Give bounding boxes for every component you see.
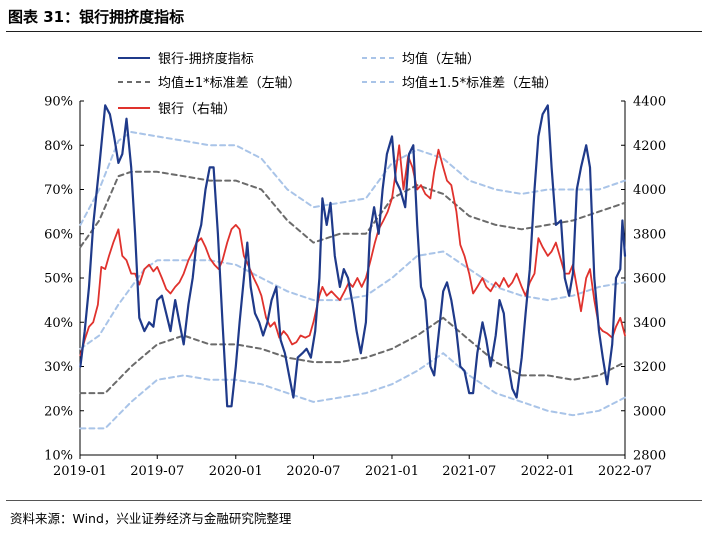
series-group — [79, 104, 627, 430]
y-left-tick-label: 20% — [44, 404, 73, 419]
legend-label-sd1: 均值±1*标准差（左轴） — [158, 75, 301, 91]
x-tick-label: 2021-01 — [365, 464, 419, 479]
title-divider — [6, 31, 702, 32]
series-line-sd1-lower — [79, 316, 626, 395]
y-left-tick-label: 60% — [44, 227, 73, 242]
y-right-tick-label: 3600 — [633, 272, 666, 287]
x-tick-label: 2022-01 — [521, 464, 575, 479]
axes: 90% 80% 70% 60% 50% 40% 30% 20% 10% 4400 4200 4000 3… — [44, 95, 666, 480]
x-tick-label: 2019-07 — [130, 464, 184, 479]
y-right-tick-label: 3400 — [633, 316, 666, 331]
legend-label-mean: 均值（左轴） — [402, 51, 480, 67]
legend: 银行-拥挤度指标 均值（左轴） 均值±1*标准差（左轴） 均值±1.5*标准差（左轴）… — [118, 51, 557, 117]
series-line-sd15-upper — [79, 131, 626, 226]
x-tick-label: 2020-07 — [286, 464, 340, 479]
series-line-bank — [79, 144, 626, 357]
legend-label-crowding: 银行-拥挤度指标 — [158, 51, 254, 67]
y-left-tick-label: 10% — [44, 449, 73, 464]
y-right-tick-label: 3200 — [633, 360, 666, 375]
legend-label-sd15: 均值±1.5*标准差（左轴） — [402, 75, 557, 91]
y-right-tick-label: 4200 — [633, 139, 666, 154]
series-line-sd1-upper — [79, 170, 626, 248]
source-note: 资料来源：Wind，兴业证券经济与金融研究院整理 — [10, 511, 292, 526]
y-left-tick-label: 30% — [44, 360, 73, 375]
y-right-tick-label: 4400 — [633, 95, 666, 110]
y-left-tick-label: 40% — [44, 316, 73, 331]
x-tick-label: 2021-07 — [442, 464, 496, 479]
y-left-tick-label: 50% — [44, 272, 73, 287]
y-left-tick-label: 90% — [44, 95, 73, 110]
y-right-tick-label: 3800 — [633, 227, 666, 242]
y-right-tick-label: 2800 — [633, 449, 666, 464]
y-left-tick-label: 70% — [44, 183, 73, 198]
series-line-crowding — [79, 104, 627, 408]
y-left-tick-label: 80% — [44, 139, 73, 154]
line-chart: 90% 80% 70% 60% 50% 40% 30% 20% 10% 4400 4200 4000 3… — [44, 51, 666, 480]
y-right-tick-label: 4000 — [633, 183, 666, 198]
x-tick-label: 2020-01 — [209, 464, 263, 479]
legend-label-bank: 银行（右轴） — [158, 102, 236, 117]
x-tick-label: 2022-07 — [598, 464, 652, 479]
footer-divider — [6, 500, 702, 501]
y-right-tick-label: 3000 — [633, 404, 666, 419]
x-tick-label: 2019-01 — [53, 464, 107, 479]
series-line-sd15-lower — [79, 352, 626, 430]
chart-title: 图表 31：银行拥挤度指标 — [8, 8, 185, 26]
